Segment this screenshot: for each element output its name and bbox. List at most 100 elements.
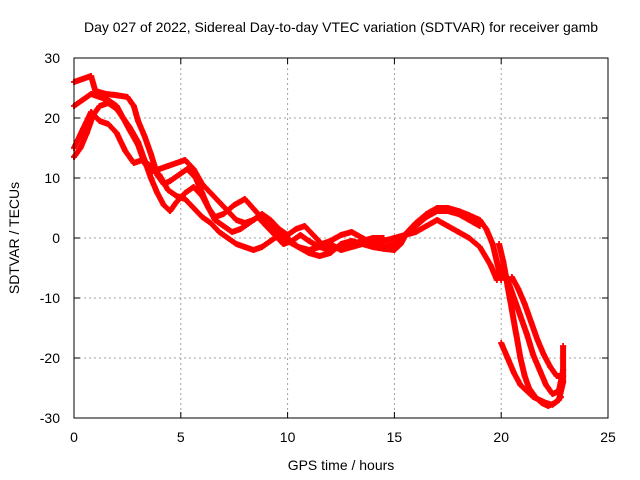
data-point (173, 160, 180, 166)
data-point (370, 235, 377, 241)
data-point (184, 166, 191, 172)
data-point (130, 160, 137, 166)
data-point (515, 286, 522, 292)
data-point (549, 391, 556, 397)
series-arc-4 (71, 109, 387, 253)
data-point (434, 208, 441, 214)
data-point (295, 244, 302, 250)
plot-frame (73, 57, 609, 419)
data-point (293, 226, 300, 232)
data-point (493, 277, 500, 283)
data-point (139, 157, 146, 163)
data-point (423, 214, 430, 220)
data-point (252, 208, 259, 214)
data-point (327, 247, 334, 253)
data-point (534, 337, 541, 343)
data-point (276, 226, 283, 232)
data-point (96, 94, 103, 100)
data-point (182, 157, 189, 163)
data-point (122, 148, 129, 154)
data-point (79, 97, 86, 103)
data-point (216, 199, 223, 205)
data-point (173, 199, 180, 205)
data-point (391, 247, 398, 253)
data-point (135, 118, 142, 124)
data-point (147, 175, 154, 181)
data-point (147, 163, 154, 169)
data-point (316, 244, 323, 250)
x-tick-label: 5 (177, 429, 185, 445)
data-point (156, 166, 163, 172)
data-point (280, 241, 287, 247)
data-point (444, 208, 451, 214)
data-point (267, 238, 274, 244)
data-point (224, 235, 231, 241)
data-point (135, 142, 142, 148)
data-point (391, 235, 398, 241)
data-point (250, 247, 257, 253)
data-point (211, 217, 218, 223)
data-point (79, 127, 86, 133)
data-point (536, 367, 543, 373)
data-point (105, 100, 112, 106)
data-point (199, 214, 206, 220)
x-tick-label: 15 (387, 429, 403, 445)
data-point (130, 103, 137, 109)
data-point (207, 220, 214, 226)
data-point (154, 190, 161, 196)
data-point (233, 241, 240, 247)
series-arc-8 (508, 274, 567, 379)
data-point (207, 190, 214, 196)
data-point (380, 235, 387, 241)
data-point (530, 394, 537, 400)
data-point (553, 373, 560, 379)
data-point (199, 193, 206, 199)
data-point (182, 196, 189, 202)
data-point (216, 229, 223, 235)
data-point (402, 232, 409, 238)
data-point (305, 247, 312, 253)
data-point (523, 388, 530, 394)
data-point (83, 130, 90, 136)
data-point (517, 355, 524, 361)
data-point (523, 331, 530, 337)
data-point (113, 106, 120, 112)
data-point (466, 235, 473, 241)
data-point (310, 232, 317, 238)
y-axis-label: SDTVAR / TECUs (6, 182, 22, 294)
data-point (380, 244, 387, 250)
data-point (547, 364, 554, 370)
data-series (71, 73, 567, 409)
x-tick-label: 10 (280, 429, 296, 445)
data-point (560, 343, 567, 349)
data-point (220, 211, 227, 217)
data-point (167, 178, 174, 184)
data-point (160, 202, 167, 208)
data-point (297, 232, 304, 238)
data-point (199, 181, 206, 187)
data-point (498, 262, 505, 268)
data-point (220, 223, 227, 229)
data-point (434, 217, 441, 223)
data-point (241, 196, 248, 202)
data-point (455, 211, 462, 217)
y-tick-label: -20 (40, 350, 60, 366)
data-point (504, 355, 511, 361)
data-point (348, 241, 355, 247)
data-point (164, 187, 171, 193)
data-point (327, 238, 334, 244)
data-point (233, 217, 240, 223)
y-tick-label: 10 (44, 170, 60, 186)
data-point (96, 103, 103, 109)
data-point (476, 217, 483, 223)
data-point (412, 223, 419, 229)
data-point (258, 244, 265, 250)
data-point (517, 313, 524, 319)
data-point (513, 331, 520, 337)
data-point (517, 382, 524, 388)
data-point (250, 217, 257, 223)
data-point (229, 229, 236, 235)
data-point (231, 202, 238, 208)
data-point (88, 73, 95, 79)
